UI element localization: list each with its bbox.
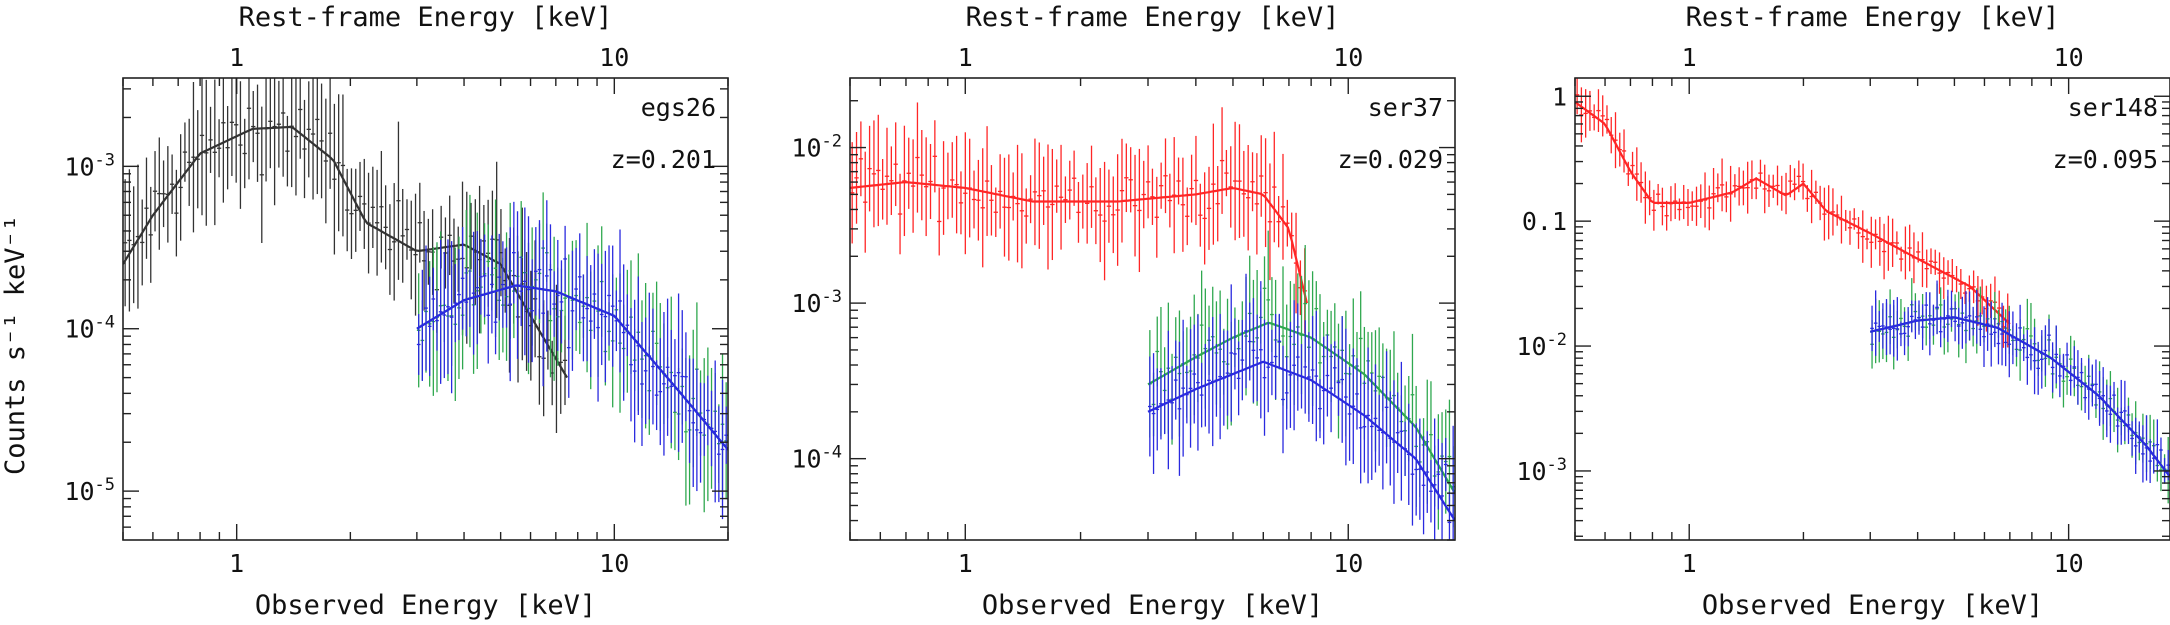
x-axis-title: Observed Energy [keV]	[982, 590, 1323, 621]
source-label: ser148	[2068, 93, 2158, 122]
x-tick-label: 10	[1333, 549, 1363, 578]
model-line-green	[1147, 321, 1455, 494]
plot-frame	[122, 77, 729, 541]
top-tick-label: 1	[229, 43, 244, 72]
redshift-label: z=0.029	[1338, 145, 1443, 174]
model-line-blue	[1147, 360, 1455, 522]
model-line-red	[1575, 101, 2011, 325]
y-tick-label: 10-2	[1516, 330, 1567, 361]
top-tick-label: 10	[2054, 43, 2084, 72]
panel-egs26: 1 10 1 10 10-3 10-4 10-5 Observed Energy [keV] R…	[64, 2, 729, 621]
series-blue	[1869, 280, 2170, 484]
panel-ser148: 1 10 1 10 1 0.1 10-2 10-3 Observed Energy [keV] R…	[1516, 2, 2170, 621]
y-tick-label: 1	[1552, 82, 1567, 111]
series-red	[850, 102, 1308, 334]
y-axis-title: Counts s⁻¹ keV⁻¹	[0, 215, 31, 475]
redshift-label: z=0.095	[2053, 145, 2158, 174]
series-black	[123, 78, 569, 434]
x-tick-label: 1	[958, 549, 973, 578]
y-tick-label: 10-4	[791, 443, 842, 474]
redshift-label: z=0.201	[611, 145, 716, 174]
top-tick-label: 1	[958, 43, 973, 72]
y-tick-label: 0.1	[1522, 207, 1567, 236]
source-label: egs26	[641, 93, 716, 122]
x-axis-title: Observed Energy [keV]	[1702, 590, 2043, 621]
panel-ser37: 1 10 1 10 10-2 10-3 10-4 Observed Energy [keV] R…	[791, 2, 1456, 621]
y-tick-label: 10-3	[64, 150, 115, 181]
y-tick-label: 10-2	[791, 132, 842, 163]
model-line-red	[850, 181, 1308, 304]
x-tick-label: 10	[2054, 549, 2084, 578]
y-tick-label: 10-3	[1516, 455, 1567, 486]
top-tick-label: 10	[1333, 43, 1363, 72]
plot-frame	[849, 77, 1456, 541]
y-tick-label: 10-3	[791, 287, 842, 318]
model-line-blue	[416, 284, 728, 451]
series-blue	[1147, 273, 1455, 540]
top-axis-title: Rest-frame Energy [keV]	[1686, 2, 2060, 33]
x-tick-label: 1	[229, 549, 244, 578]
model-line-black	[123, 125, 569, 379]
y-tick-label: 10-5	[64, 475, 115, 506]
top-tick-label: 1	[1682, 43, 1697, 72]
x-tick-label: 10	[599, 549, 629, 578]
series-blue	[416, 200, 728, 520]
source-label: ser37	[1368, 93, 1443, 122]
top-axis-title: Rest-frame Energy [keV]	[966, 2, 1340, 33]
x-tick-label: 1	[1682, 549, 1697, 578]
y-tick-label: 10-4	[64, 313, 115, 344]
top-axis-title: Rest-frame Energy [keV]	[239, 2, 613, 33]
model-line-blue	[1869, 316, 2170, 478]
top-tick-label: 10	[599, 43, 629, 72]
x-axis-title: Observed Energy [keV]	[255, 590, 596, 621]
